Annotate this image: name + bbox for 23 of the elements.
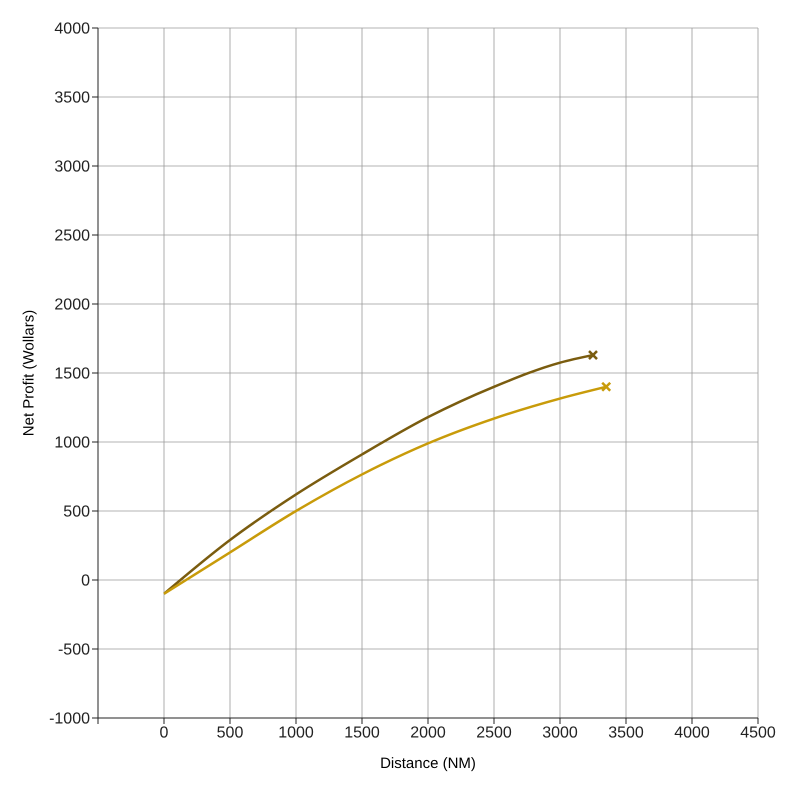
x-tick-label: 2500 — [476, 724, 512, 742]
y-tick-label: 2500 — [54, 228, 90, 245]
y-axis-title: Net Profit (Wollars) — [20, 310, 38, 436]
y-tick-label: 1500 — [54, 366, 90, 383]
x-tick-label: 3000 — [542, 724, 578, 742]
y-tick-label: 2000 — [54, 296, 90, 314]
y-tick-label: 1000 — [54, 434, 90, 452]
x-tick-label: 4500 — [740, 724, 776, 742]
y-tick-label: 3500 — [54, 90, 90, 107]
x-tick-label: 1000 — [278, 724, 314, 742]
y-tick-label: 3000 — [54, 158, 90, 176]
x-axis-title: Distance (NM) — [380, 755, 476, 772]
x-tick-label: 0 — [160, 724, 169, 742]
x-tick-label: 4000 — [674, 724, 710, 742]
y-tick-label: 500 — [63, 504, 90, 521]
x-tick-label: 500 — [216, 724, 244, 742]
y-tick-label: -1000 — [49, 710, 90, 728]
y-tick-label: 0 — [81, 572, 90, 590]
y-tick-label: 4000 — [54, 20, 90, 38]
x-tick-label: 3500 — [608, 724, 644, 742]
x-tick-label: 2000 — [410, 724, 446, 742]
y-tick-label: -500 — [58, 642, 90, 659]
x-tick-label: 1500 — [344, 724, 380, 742]
